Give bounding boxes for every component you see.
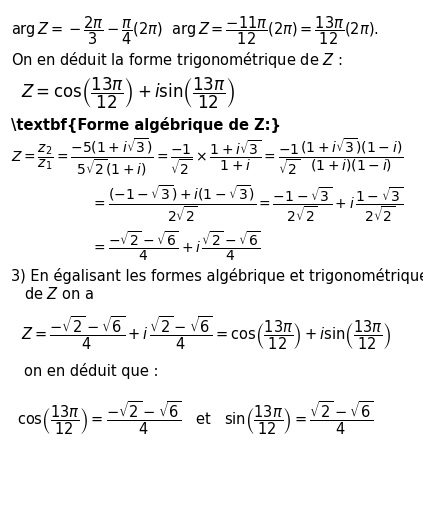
Text: $Z = \cos\!\left(\dfrac{13\pi}{12}\right) + i\sin\!\left(\dfrac{13\pi}{12}\right: $Z = \cos\!\left(\dfrac{13\pi}{12}\right…	[21, 76, 235, 111]
Text: on en déduit que :: on en déduit que :	[24, 363, 158, 379]
Text: 3) En égalisant les formes algébrique et trigonométrique: 3) En égalisant les formes algébrique et…	[11, 268, 423, 284]
Text: de $Z$ on a: de $Z$ on a	[24, 286, 94, 302]
Text: $\cos\!\left(\dfrac{13\pi}{12}\right) = \dfrac{-\sqrt{2}-\sqrt{6}}{4}$   et   $\: $\cos\!\left(\dfrac{13\pi}{12}\right) = …	[17, 399, 374, 437]
Text: $Z = \dfrac{z_2}{z_1} = \dfrac{-5(1+i\sqrt{3})}{5\sqrt{2}(1+i)} = \dfrac{-1}{\sq: $Z = \dfrac{z_2}{z_1} = \dfrac{-5(1+i\sq…	[11, 137, 404, 179]
Text: $\arg Z = -\dfrac{2\pi}{3} - \dfrac{\pi}{4}(2\pi)$  $\arg Z = \dfrac{-11\pi}{12}: $\arg Z = -\dfrac{2\pi}{3} - \dfrac{\pi}…	[11, 14, 379, 47]
Text: On en déduit la forme trigonométrique de $Z$ :: On en déduit la forme trigonométrique de…	[11, 50, 343, 70]
Text: \textbf{Forme algébrique de Z:}: \textbf{Forme algébrique de Z:}	[11, 117, 281, 133]
Text: $= \dfrac{-\sqrt{2}-\sqrt{6}}{4} + i\,\dfrac{\sqrt{2}-\sqrt{6}}{4}$: $= \dfrac{-\sqrt{2}-\sqrt{6}}{4} + i\,\d…	[91, 230, 261, 263]
Text: $= \dfrac{(-1-\sqrt{3})+i(1-\sqrt{3})}{2\sqrt{2}} = \dfrac{-1-\sqrt{3}}{2\sqrt{2: $= \dfrac{(-1-\sqrt{3})+i(1-\sqrt{3})}{2…	[91, 184, 404, 223]
Text: $Z = \dfrac{-\sqrt{2}-\sqrt{6}}{4} + i\,\dfrac{\sqrt{2}-\sqrt{6}}{4} = \cos\!\le: $Z = \dfrac{-\sqrt{2}-\sqrt{6}}{4} + i\,…	[21, 314, 391, 352]
